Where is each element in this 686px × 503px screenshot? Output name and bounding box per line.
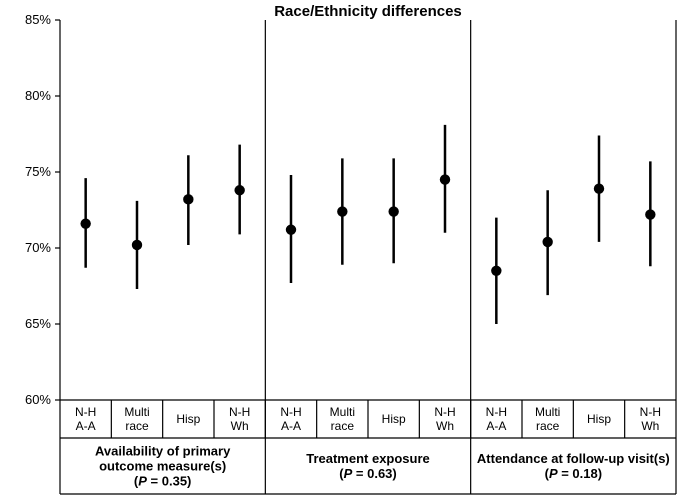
panel-p-value: (P = 0.18)	[545, 466, 602, 481]
x-category-label: race	[536, 419, 560, 433]
y-tick-label: 60%	[25, 392, 51, 407]
x-category-label: N-H	[229, 405, 250, 419]
x-category-label: N-H	[640, 405, 661, 419]
data-point	[80, 218, 90, 228]
x-category-label: Wh	[436, 419, 454, 433]
x-category-label: A-A	[281, 419, 301, 433]
chart-title: Race/Ethnicity differences	[274, 3, 462, 20]
x-category-label: Wh	[231, 419, 249, 433]
x-category-label: A-A	[76, 419, 96, 433]
panel-label: outcome measure(s)	[99, 459, 226, 474]
x-category-label: N-H	[434, 405, 455, 419]
x-category-label: race	[125, 419, 149, 433]
x-category-label: Multi	[124, 405, 149, 419]
x-category-label: Multi	[535, 405, 560, 419]
y-tick-label: 75%	[25, 164, 51, 179]
data-point	[440, 174, 450, 184]
y-tick-label: 85%	[25, 12, 51, 27]
x-category-label: N-H	[486, 405, 507, 419]
x-category-label: Hisp	[382, 412, 406, 426]
chart-container: Race/Ethnicity differences 60% 65% 70% 75% 80…	[0, 0, 686, 503]
panel-p-value: (P = 0.35)	[134, 474, 191, 489]
data-point	[594, 184, 604, 194]
x-category-label: N-H	[280, 405, 301, 419]
panel-p-value: (P = 0.63)	[339, 466, 396, 481]
data-point	[491, 266, 501, 276]
x-category-label: Hisp	[176, 412, 200, 426]
data-point	[337, 206, 347, 216]
panel-label: Treatment exposure	[306, 451, 430, 466]
x-category-label: Multi	[330, 405, 355, 419]
panel-label: Availability of primary	[95, 444, 231, 459]
x-category-label: N-H	[75, 405, 96, 419]
data-point	[645, 209, 655, 219]
x-category-label: Wh	[641, 419, 659, 433]
x-category-label: Hisp	[587, 412, 611, 426]
data-point	[542, 237, 552, 247]
y-tick-label: 70%	[25, 240, 51, 255]
x-category-label: race	[331, 419, 355, 433]
data-point	[388, 206, 398, 216]
data-point	[286, 225, 296, 235]
panel-label: Attendance at follow-up visit(s)	[477, 451, 670, 466]
y-tick-label: 80%	[25, 88, 51, 103]
y-tick-label: 65%	[25, 316, 51, 331]
x-category-label: A-A	[486, 419, 506, 433]
data-point	[132, 240, 142, 250]
data-point	[234, 185, 244, 195]
data-point	[183, 194, 193, 204]
